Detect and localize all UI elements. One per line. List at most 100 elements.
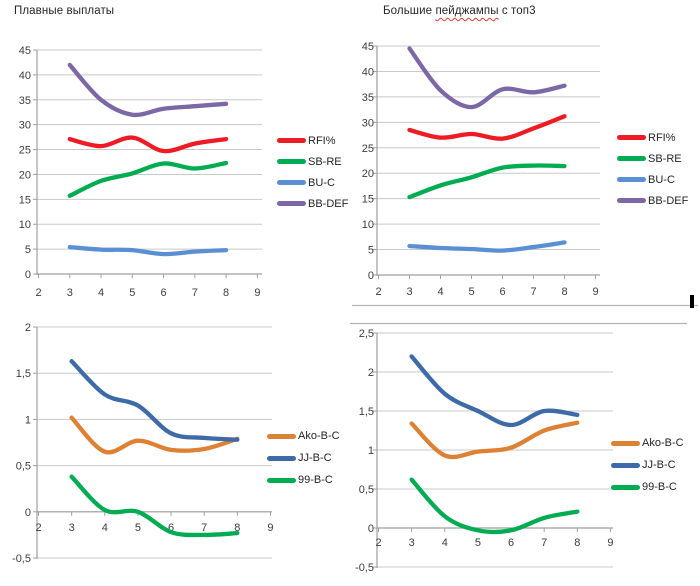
x-axis-label: 3 bbox=[69, 522, 75, 534]
legend-top-left: RFI% SB-RE BU-C BB-DEF bbox=[277, 130, 348, 214]
legend-label: JJ-B-C bbox=[298, 452, 332, 464]
legend-swatch bbox=[267, 455, 296, 461]
legend-label: Ako-B-C bbox=[298, 430, 340, 442]
y-axis-label: 35 bbox=[362, 92, 374, 104]
x-axis-label: 7 bbox=[541, 537, 547, 549]
legend-label: RFI% bbox=[648, 131, 676, 144]
x-axis-label: 3 bbox=[67, 287, 73, 299]
x-axis-label: 8 bbox=[234, 522, 240, 534]
legend-label: BB-DEF bbox=[308, 197, 349, 210]
series-line-RFI% bbox=[407, 114, 567, 141]
y-axis-label: 25 bbox=[19, 145, 31, 157]
x-axis-label: 2 bbox=[35, 287, 41, 299]
y-axis-label: 0 bbox=[25, 507, 31, 519]
x-axis-label: 5 bbox=[475, 537, 481, 549]
legend-label: 99-B-C bbox=[642, 481, 677, 493]
legend-swatch bbox=[617, 135, 646, 140]
legend-item: RFI% bbox=[277, 130, 348, 151]
legend-label: BB-DEF bbox=[648, 194, 689, 207]
x-axis-label: 6 bbox=[508, 537, 514, 549]
x-axis-label: 6 bbox=[168, 522, 174, 534]
x-axis-label: 9 bbox=[254, 287, 260, 299]
legend-swatch bbox=[617, 198, 646, 203]
y-axis-label: 0,5 bbox=[16, 461, 31, 473]
legend-label: RFI% bbox=[308, 134, 336, 147]
y-axis-label: 45 bbox=[362, 41, 374, 53]
x-axis-label: 7 bbox=[530, 286, 536, 298]
y-axis-label: 40 bbox=[362, 66, 374, 78]
y-axis-label: 1 bbox=[368, 445, 374, 457]
y-axis-label: 1 bbox=[25, 414, 31, 426]
legend-top-right: RFI% SB-RE BU-C BB-DEF bbox=[617, 127, 688, 211]
x-axis-label: 9 bbox=[592, 286, 598, 298]
title-part: Большие bbox=[383, 5, 436, 17]
y-axis-label: -0,5 bbox=[12, 553, 31, 565]
x-axis-label: 2 bbox=[375, 286, 381, 298]
y-axis-label: 35 bbox=[19, 95, 31, 107]
x-axis-label: 8 bbox=[223, 287, 229, 299]
legend-label: JJ-B-C bbox=[642, 459, 676, 471]
x-axis-label: 8 bbox=[574, 537, 580, 549]
selection-handle bbox=[690, 295, 694, 308]
series-line-BU-C bbox=[407, 240, 567, 253]
series-line-BB-DEF bbox=[67, 62, 229, 118]
x-axis-label: 4 bbox=[98, 287, 104, 299]
y-axis-label: 10 bbox=[19, 219, 31, 231]
legend-item: BB-DEF bbox=[617, 190, 688, 211]
series-line-BB-DEF bbox=[407, 46, 567, 110]
legend-item: BU-C bbox=[617, 169, 688, 190]
y-axis-label: 2 bbox=[25, 322, 31, 334]
y-axis-label: 30 bbox=[362, 117, 374, 129]
y-axis-label: 5 bbox=[368, 245, 374, 257]
y-axis-label: 25 bbox=[362, 143, 374, 155]
legend-item: JJ-B-C bbox=[267, 447, 340, 469]
x-axis-label: 7 bbox=[192, 287, 198, 299]
x-axis-label: 4 bbox=[437, 286, 443, 298]
x-axis-label: 5 bbox=[135, 522, 141, 534]
legend-label: 99-B-C bbox=[298, 474, 333, 486]
legend-swatch bbox=[267, 433, 296, 439]
chart-title-smooth-payouts: Плавные выплаты bbox=[14, 5, 115, 17]
y-axis-label: 0,5 bbox=[359, 484, 374, 496]
legend-item: Ako-B-C bbox=[611, 432, 684, 454]
legend-item: 99-B-C bbox=[267, 469, 340, 491]
series-line-Ako-B-C bbox=[69, 415, 240, 455]
x-axis-label: 9 bbox=[267, 522, 273, 534]
y-axis-label: -0,5 bbox=[355, 562, 374, 574]
legend-swatch bbox=[611, 440, 640, 446]
legend-swatch bbox=[277, 138, 306, 143]
y-axis-label: 20 bbox=[19, 169, 31, 181]
legend-item: Ako-B-C bbox=[267, 425, 340, 447]
x-axis-label: 4 bbox=[442, 537, 448, 549]
series-line-JJ-B-C bbox=[409, 354, 580, 428]
legend-swatch bbox=[611, 484, 640, 490]
legend-swatch bbox=[617, 156, 646, 161]
series-line-SB-RE bbox=[407, 163, 567, 200]
y-axis-label: 1,5 bbox=[359, 406, 374, 418]
legend-item: SB-RE bbox=[277, 151, 348, 172]
x-axis-label: 5 bbox=[129, 287, 135, 299]
x-axis-label: 5 bbox=[468, 286, 474, 298]
legend-bottom-left: Ako-B-C JJ-B-C 99-B-C bbox=[267, 425, 340, 491]
title-part-spellchecked: пейджампы bbox=[435, 5, 499, 17]
legend-label: BU-C bbox=[308, 176, 335, 189]
series-line-BU-C bbox=[67, 244, 229, 257]
x-axis-label: 7 bbox=[201, 522, 207, 534]
legend-item: SB-RE bbox=[617, 148, 688, 169]
title-part: с топ3 bbox=[498, 5, 536, 17]
legend-swatch bbox=[277, 201, 306, 206]
series-line-99-B-C bbox=[69, 474, 240, 538]
legend-item: RFI% bbox=[617, 127, 688, 148]
series-line-SB-RE bbox=[67, 160, 229, 198]
legend-swatch bbox=[267, 477, 296, 483]
legend-label: SB-RE bbox=[648, 152, 682, 165]
x-axis-label: 6 bbox=[161, 287, 167, 299]
legend-swatch bbox=[611, 462, 640, 468]
x-axis-label: 4 bbox=[102, 522, 108, 534]
legend-swatch bbox=[277, 159, 306, 164]
legend-bottom-right: Ako-B-C JJ-B-C 99-B-C bbox=[611, 432, 684, 498]
x-axis-label: 8 bbox=[561, 286, 567, 298]
legend-label: BU-C bbox=[648, 173, 675, 186]
series-line-Ako-B-C bbox=[409, 420, 580, 460]
